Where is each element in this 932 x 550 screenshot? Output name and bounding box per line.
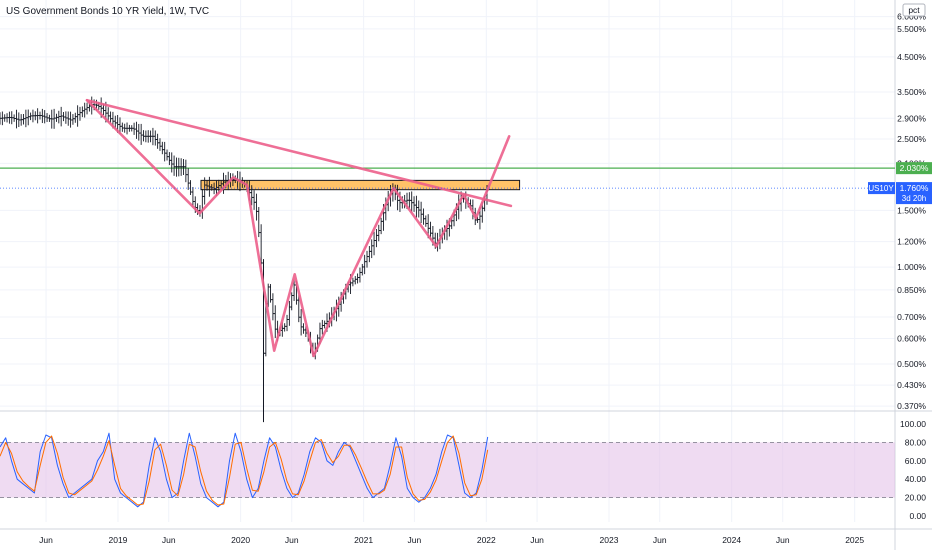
oscillator-band bbox=[0, 442, 895, 498]
current-price-value: 1.760% bbox=[900, 183, 929, 193]
trend-zigzag[interactable] bbox=[85, 98, 511, 358]
scale-badge-box[interactable] bbox=[902, 3, 926, 17]
time-tick-label: Jun bbox=[162, 535, 176, 545]
time-tick-label: 2025 bbox=[845, 535, 864, 545]
oscillator-pane[interactable] bbox=[0, 432, 895, 508]
price-tick-label: 3.500% bbox=[897, 87, 926, 97]
current-price-countdown: 3d 20h bbox=[902, 194, 926, 203]
symbol-label: US10Y bbox=[868, 184, 894, 193]
price-tick-label: 0.850% bbox=[897, 285, 926, 295]
symbol-badge[interactable]: US10Y bbox=[868, 182, 895, 195]
price-tick-label: 0.430% bbox=[897, 380, 926, 390]
oscillator-tick-label: 60.00 bbox=[905, 456, 927, 466]
price-pane[interactable] bbox=[0, 96, 895, 423]
price-tick-label: 1.000% bbox=[897, 262, 926, 272]
time-tick-label: 2019 bbox=[109, 535, 128, 545]
price-tick-label: 1.200% bbox=[897, 237, 926, 247]
price-tick-label: 0.370% bbox=[897, 401, 926, 411]
price-tick-label: 4.500% bbox=[897, 52, 926, 62]
time-tick-label: 2023 bbox=[600, 535, 619, 545]
time-tick-label: 2024 bbox=[722, 535, 741, 545]
oscillator-tick-label: 100.00 bbox=[900, 419, 926, 429]
time-tick-label: 2022 bbox=[477, 535, 496, 545]
support-badge[interactable]: 2.030% bbox=[896, 162, 932, 175]
oscillator-tick-label: 20.00 bbox=[905, 493, 927, 503]
price-tick-label: 5.500% bbox=[897, 24, 926, 34]
current-price-box[interactable] bbox=[896, 182, 932, 205]
time-tick-label: 2020 bbox=[231, 535, 250, 545]
scale-badge-label: pct bbox=[908, 5, 920, 15]
price-tick-label: 6.000% bbox=[897, 12, 926, 22]
time-tick-label: 2021 bbox=[354, 535, 373, 545]
support-badge-value: 2.030% bbox=[900, 163, 929, 173]
support-badge-box[interactable] bbox=[896, 162, 932, 175]
oscillator-axis[interactable]: 100.00 80.00 60.00 40.00 20.00 0.00 bbox=[900, 419, 926, 521]
time-axis[interactable]: Jun 2019 Jun 2020 Jun 2021 Jun 2022 Jun 2023 Jun 20… bbox=[39, 535, 864, 545]
oscillator-tick-label: 0.00 bbox=[909, 511, 926, 521]
time-tick-label: Jun bbox=[39, 535, 53, 545]
time-tick-label: Jun bbox=[653, 535, 667, 545]
price-tick-label: 2.900% bbox=[897, 113, 926, 123]
current-price-badge[interactable]: 1.760%3d 20h bbox=[896, 182, 932, 205]
time-tick-label: Jun bbox=[285, 535, 299, 545]
price-tick-label: 0.700% bbox=[897, 312, 926, 322]
resistance-zone[interactable] bbox=[200, 179, 521, 191]
price-axis[interactable]: 6.000%5.500%4.500%3.500%2.900%2.500%2.10… bbox=[868, 3, 932, 411]
price-tick-label: 2.500% bbox=[897, 134, 926, 144]
scale-badge[interactable]: pct bbox=[902, 3, 926, 17]
oscillator-tick-label: 40.00 bbox=[905, 474, 927, 484]
oscillator-tick-label: 80.00 bbox=[905, 437, 927, 447]
price-tick-label: 0.500% bbox=[897, 359, 926, 369]
time-tick-label: Jun bbox=[408, 535, 422, 545]
symbol-badge-box[interactable] bbox=[868, 182, 895, 195]
price-tick-label: 1.500% bbox=[897, 205, 926, 215]
time-tick-label: Jun bbox=[530, 535, 544, 545]
stoch-d-line[interactable] bbox=[0, 435, 489, 506]
chart-title: US Government Bonds 10 YR Yield, 1W, TVC bbox=[6, 6, 209, 17]
trend-downtrend[interactable] bbox=[85, 98, 513, 208]
time-tick-label: Jun bbox=[776, 535, 790, 545]
stoch-k-line[interactable] bbox=[0, 432, 489, 508]
price-tick-label: 0.600% bbox=[897, 334, 926, 344]
